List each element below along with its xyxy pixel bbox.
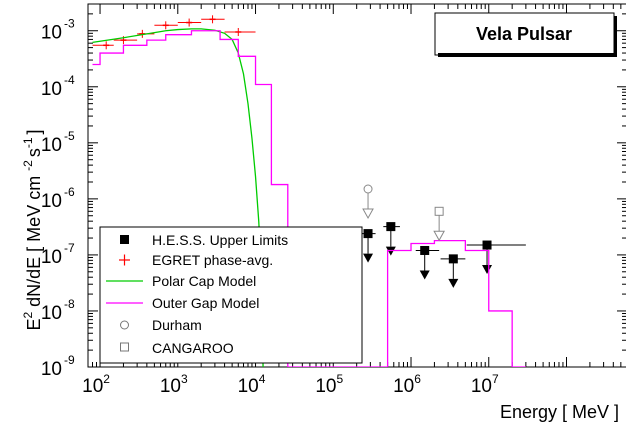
x-tick-label: 104 xyxy=(238,372,266,397)
y-tick-label: 10 xyxy=(41,79,62,100)
legend-label-durham: Durham xyxy=(152,317,202,333)
x-tick-label: 102 xyxy=(82,372,110,397)
hess-upper-limit-point xyxy=(363,229,373,239)
y-tick-label: 10 xyxy=(41,303,62,324)
legend-item-durham: Durham xyxy=(120,317,202,333)
x-tick-label: 106 xyxy=(393,372,421,397)
durham-point xyxy=(363,184,373,194)
plot-area xyxy=(92,15,526,367)
hess-upper-limit-point xyxy=(420,245,430,255)
axis-ticks: 102 103 104 105 106 10710-310-410-510-610-710… xyxy=(41,3,626,397)
legend-box xyxy=(99,226,363,364)
hess-limit-arrow xyxy=(419,270,430,280)
durham-limit-arrow xyxy=(362,208,374,220)
hess-limit-arrow xyxy=(448,278,459,288)
legend-label-polar-cap: Polar Cap Model xyxy=(152,273,256,289)
y-tick-label: 10 xyxy=(41,191,62,212)
legend-label-egret: EGRET phase-avg. xyxy=(152,252,273,268)
x-tick-label: 105 xyxy=(315,372,343,397)
y-tick-label-exponent: -4 xyxy=(64,73,75,87)
legend-label-cangaroo: CANGAROO xyxy=(152,340,234,356)
x-tick-label: 107 xyxy=(471,372,499,397)
legend: H.E.S.S. Upper Limits EGRET phase-avg. P… xyxy=(99,226,363,364)
legend-marker-hess xyxy=(120,235,129,244)
legend-item-polar-cap: Polar Cap Model xyxy=(106,273,256,289)
legend-label-outer-gap: Outer Gap Model xyxy=(152,295,259,311)
polar-cap-model-line xyxy=(92,28,264,367)
legend-item-egret: EGRET phase-avg. xyxy=(119,252,273,268)
legend-marker-durham xyxy=(120,320,129,330)
legend-marker-cangaroo xyxy=(120,342,129,352)
x-tick-label: 103 xyxy=(160,372,188,397)
legend-item-cangaroo: CANGAROO xyxy=(120,340,234,356)
hess-upper-limit-point xyxy=(386,222,396,232)
y-tick-label-exponent: -6 xyxy=(64,185,75,199)
series-layer xyxy=(92,15,526,367)
x-axis-label: Energy [ MeV ] xyxy=(500,402,619,422)
y-tick-label: 10 xyxy=(41,135,62,156)
chart-title-box: Vela Pulsar xyxy=(434,12,617,57)
y-tick-label-exponent: -9 xyxy=(64,353,75,367)
outer-gap-model-line xyxy=(92,30,526,367)
y-tick-label: 10 xyxy=(41,247,62,268)
y-axis-label: E2 dN/dE [ MeV cm -2s-1] xyxy=(21,129,44,330)
hess-limit-arrow xyxy=(482,265,493,275)
hess-upper-limit-point xyxy=(482,240,492,250)
y-tick-label-exponent: -7 xyxy=(64,241,75,255)
cangaroo-limit-arrow xyxy=(433,230,445,242)
legend-item-hess: H.E.S.S. Upper Limits xyxy=(120,232,288,248)
cangaroo-point xyxy=(434,206,444,216)
legend-item-outer-gap: Outer Gap Model xyxy=(106,295,259,311)
y-tick-label-exponent: -5 xyxy=(64,129,75,143)
hess-limit-arrow xyxy=(363,253,374,263)
y-tick-label: 10 xyxy=(41,23,62,44)
y-tick-label-exponent: -8 xyxy=(64,297,75,311)
y-tick-label-exponent: -3 xyxy=(64,17,75,31)
legend-label-hess: H.E.S.S. Upper Limits xyxy=(152,232,288,248)
hess-upper-limit-point xyxy=(448,254,458,264)
chart-title: Vela Pulsar xyxy=(476,24,572,44)
y-tick-label: 10 xyxy=(41,359,62,380)
